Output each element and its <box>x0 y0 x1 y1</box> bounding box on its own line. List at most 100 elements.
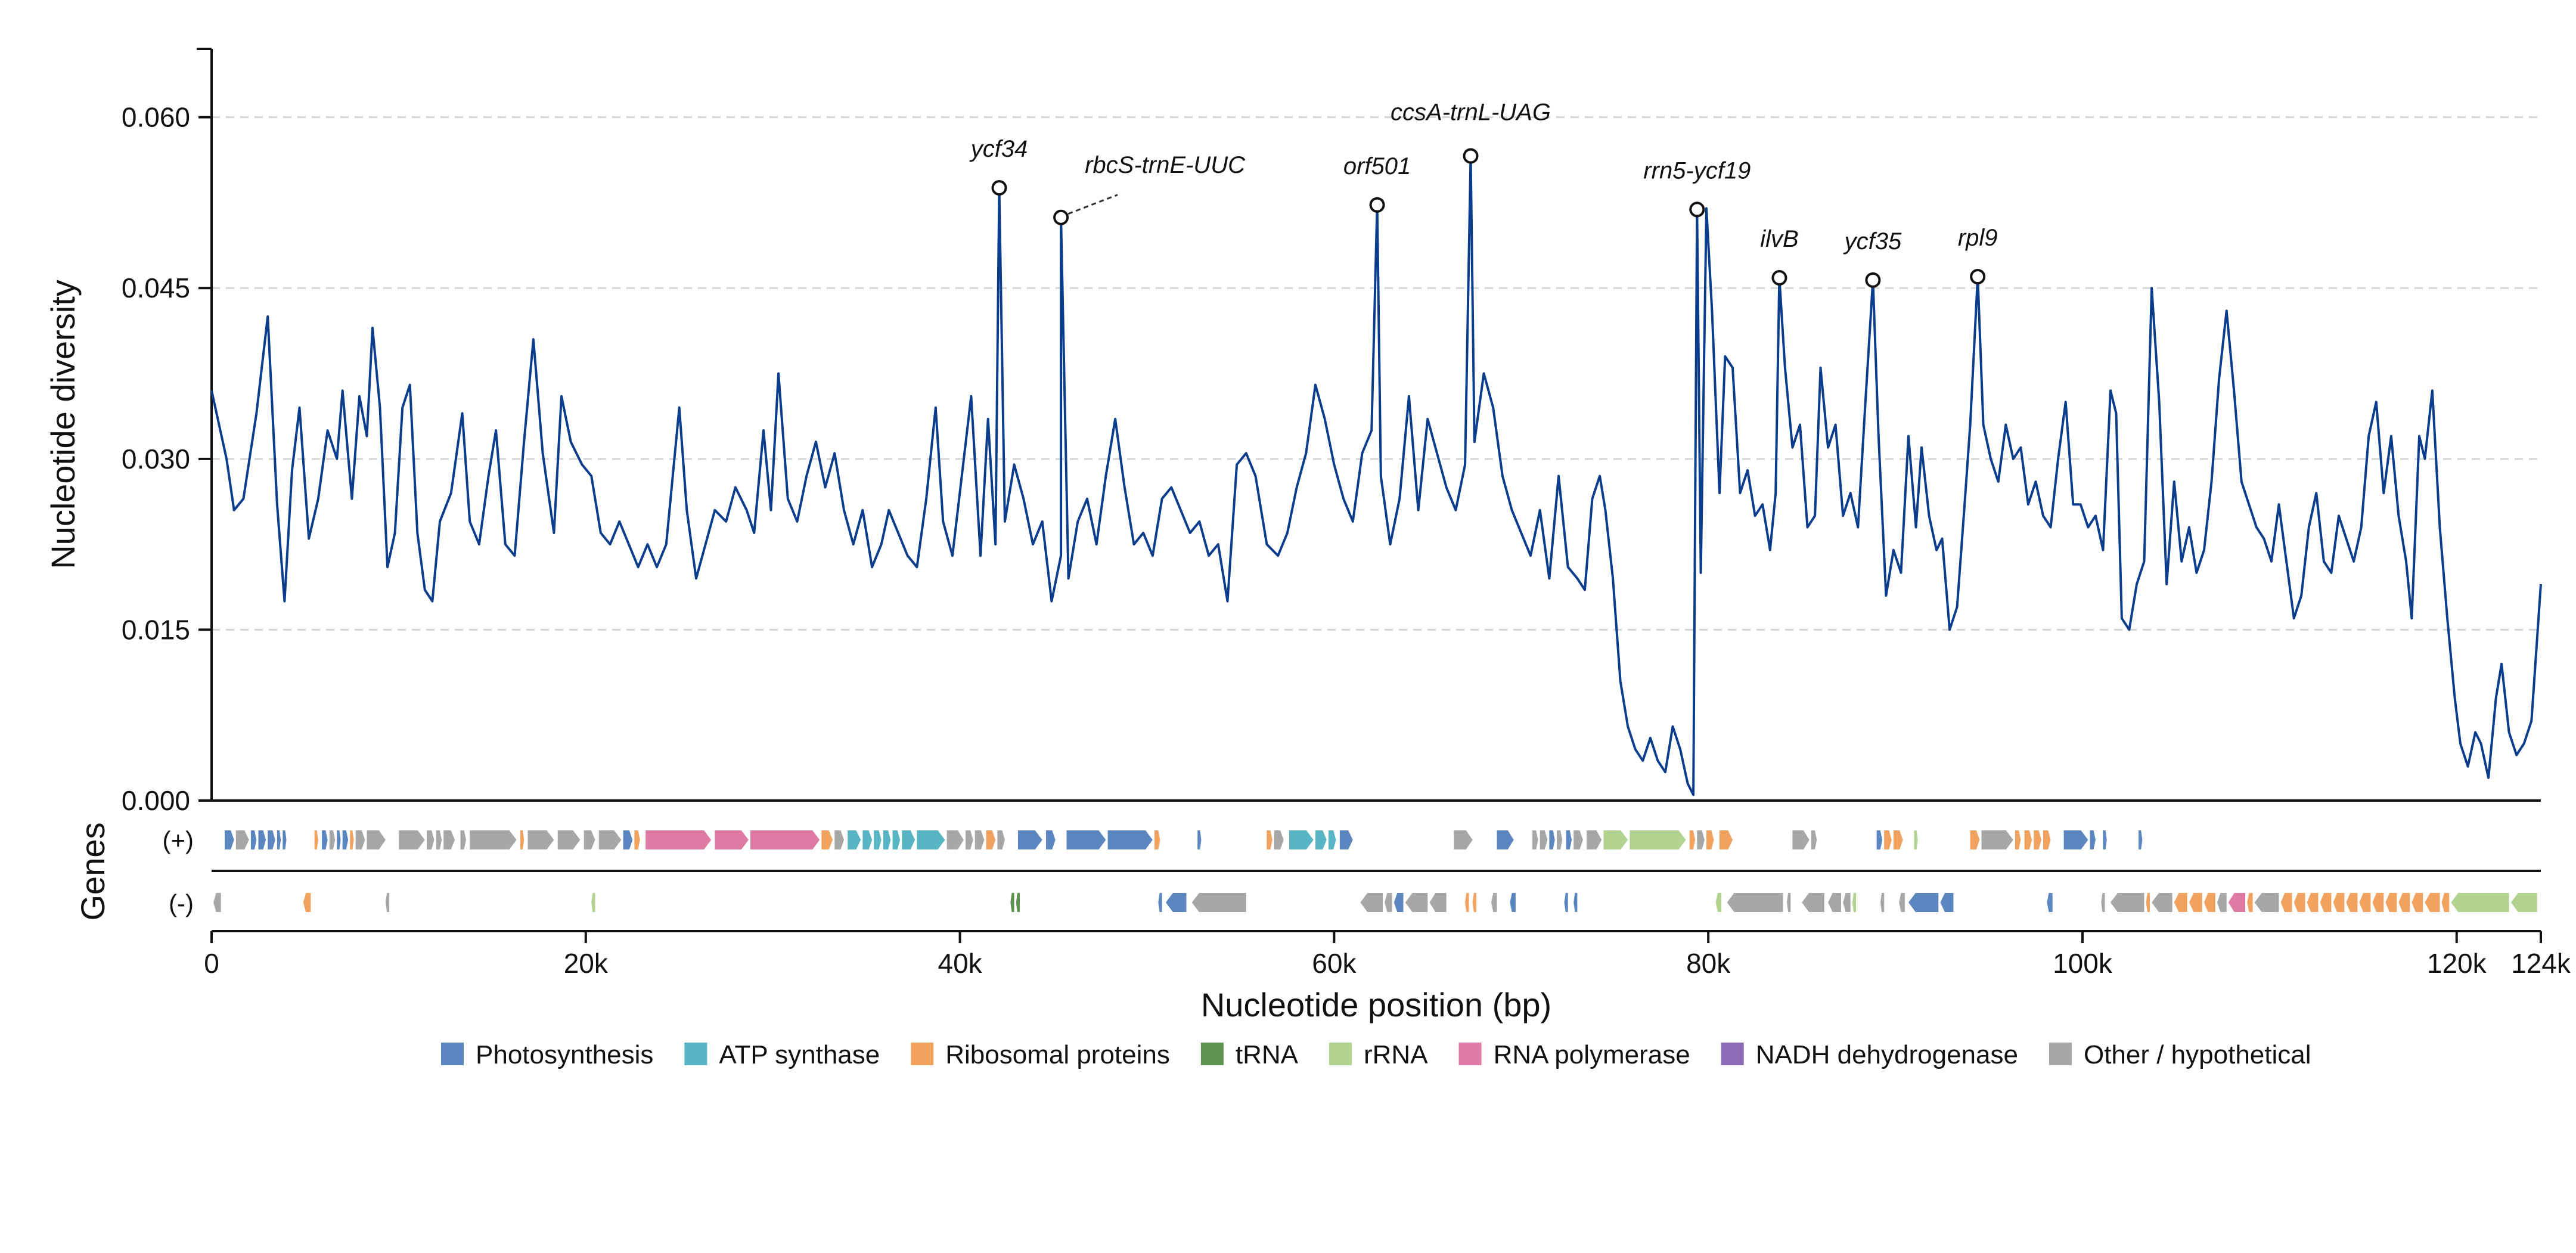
gene-block <box>1165 893 1187 912</box>
gene-block <box>1385 893 1392 912</box>
peak-leader-line <box>1067 194 1118 215</box>
gene-block <box>2346 893 2358 912</box>
y-ticks: 0.000 0.015 0.030 0.045 0.060 <box>122 102 212 816</box>
gene-block <box>1811 830 1817 849</box>
y-tick-label: 0.045 <box>122 272 190 303</box>
gene-block <box>1339 830 1353 849</box>
gene-block <box>1556 830 1563 849</box>
gene-block <box>645 830 712 849</box>
gene-block <box>385 893 390 912</box>
gene-block <box>355 830 365 849</box>
gene-block <box>1154 830 1160 849</box>
gene-block <box>1940 893 1954 912</box>
y-tick-label: 0.030 <box>122 443 190 474</box>
gene-block <box>848 830 861 849</box>
legend-label: ATP synthase <box>719 1040 880 1069</box>
gene-block <box>1491 893 1497 912</box>
y-tick-label: 0.060 <box>122 102 190 133</box>
legend: Photosynthesis ATP synthase Ribosomal prot… <box>441 1040 2311 1069</box>
gene-block <box>342 830 349 849</box>
gene-block <box>946 830 964 849</box>
gene-block <box>1465 893 1469 912</box>
gene-block <box>1066 830 1106 849</box>
peak-label: ilvB <box>1760 226 1798 252</box>
gene-block <box>1587 830 1602 849</box>
gene-block <box>2063 830 2088 849</box>
legend-swatch <box>2049 1043 2072 1065</box>
gene-block <box>398 830 425 849</box>
gene-block <box>1532 830 1538 849</box>
gene-block <box>1727 893 1783 912</box>
gene-block <box>1510 893 1516 912</box>
gene-block <box>2293 893 2305 912</box>
gene-block <box>2034 830 2041 849</box>
gene-block <box>1497 830 1514 849</box>
gene-block <box>1016 893 1020 912</box>
grid-lines <box>212 116 2541 631</box>
peak-label: ccsA-trnL-UAG <box>1391 100 1551 126</box>
gene-block <box>1472 893 1476 912</box>
gene-block <box>250 830 257 849</box>
gene-block <box>1566 830 1572 849</box>
gene-block <box>268 830 275 849</box>
gene-block <box>598 830 622 849</box>
gene-block <box>2024 830 2032 849</box>
gene-block <box>2015 830 2021 849</box>
gene-block <box>883 830 891 849</box>
y-axis-title: Nucleotide diversity <box>44 280 82 569</box>
gene-block <box>634 830 640 849</box>
gene-block <box>213 893 221 912</box>
peak-marker <box>1463 148 1479 164</box>
gene-block <box>527 830 554 849</box>
gene-block <box>997 830 1005 849</box>
gene-block <box>623 830 633 849</box>
gene-block <box>1828 893 1841 912</box>
gene-block <box>874 830 882 849</box>
legend-swatch <box>1721 1043 1744 1065</box>
gene-block <box>1899 893 1905 912</box>
gene-block <box>1329 830 1336 849</box>
gene-block <box>557 830 581 849</box>
gene-block <box>436 830 442 849</box>
gene-block <box>2307 893 2319 912</box>
gene-block <box>584 830 595 849</box>
gene-block <box>2510 893 2537 912</box>
gene-block <box>2320 893 2332 912</box>
gene-block <box>1802 893 1824 912</box>
peak-marker <box>991 180 1007 196</box>
gene-block <box>2111 893 2144 912</box>
gene-block <box>427 830 434 849</box>
x-tick-label: 100k <box>2053 948 2113 979</box>
peak-marker <box>1865 272 1881 288</box>
strand-plus-label: (+) <box>163 826 194 854</box>
diversity-series-line <box>210 154 2542 796</box>
gene-block <box>2146 893 2150 912</box>
gene-block <box>460 830 466 849</box>
gene-block <box>1970 830 1980 849</box>
gene-block <box>1689 830 1696 849</box>
gene-block <box>367 830 386 849</box>
gene-block <box>1454 830 1473 849</box>
gene-block <box>2398 893 2410 912</box>
peak-label: ycf35 <box>1843 228 1902 255</box>
legend-swatch <box>441 1043 464 1065</box>
gene-block <box>337 830 341 849</box>
gene-block <box>750 830 820 849</box>
peak-label: ycf34 <box>969 136 1028 162</box>
gene-block <box>966 830 973 849</box>
gene-block <box>1787 893 1791 912</box>
gene-block <box>2217 893 2227 912</box>
gene-block <box>1573 830 1583 849</box>
peak-marker <box>1771 270 1787 286</box>
gene-block <box>2090 830 2096 849</box>
gene-block <box>2152 893 2172 912</box>
y-tick-label: 0.015 <box>122 614 190 645</box>
gene-block <box>1274 830 1284 849</box>
gene-block <box>1852 893 1857 912</box>
gene-block <box>235 830 249 849</box>
legend-label: rRNA <box>1364 1040 1428 1069</box>
gene-block <box>1393 893 1404 912</box>
x-tick-label: 40k <box>938 948 982 979</box>
gene-block <box>2372 893 2384 912</box>
